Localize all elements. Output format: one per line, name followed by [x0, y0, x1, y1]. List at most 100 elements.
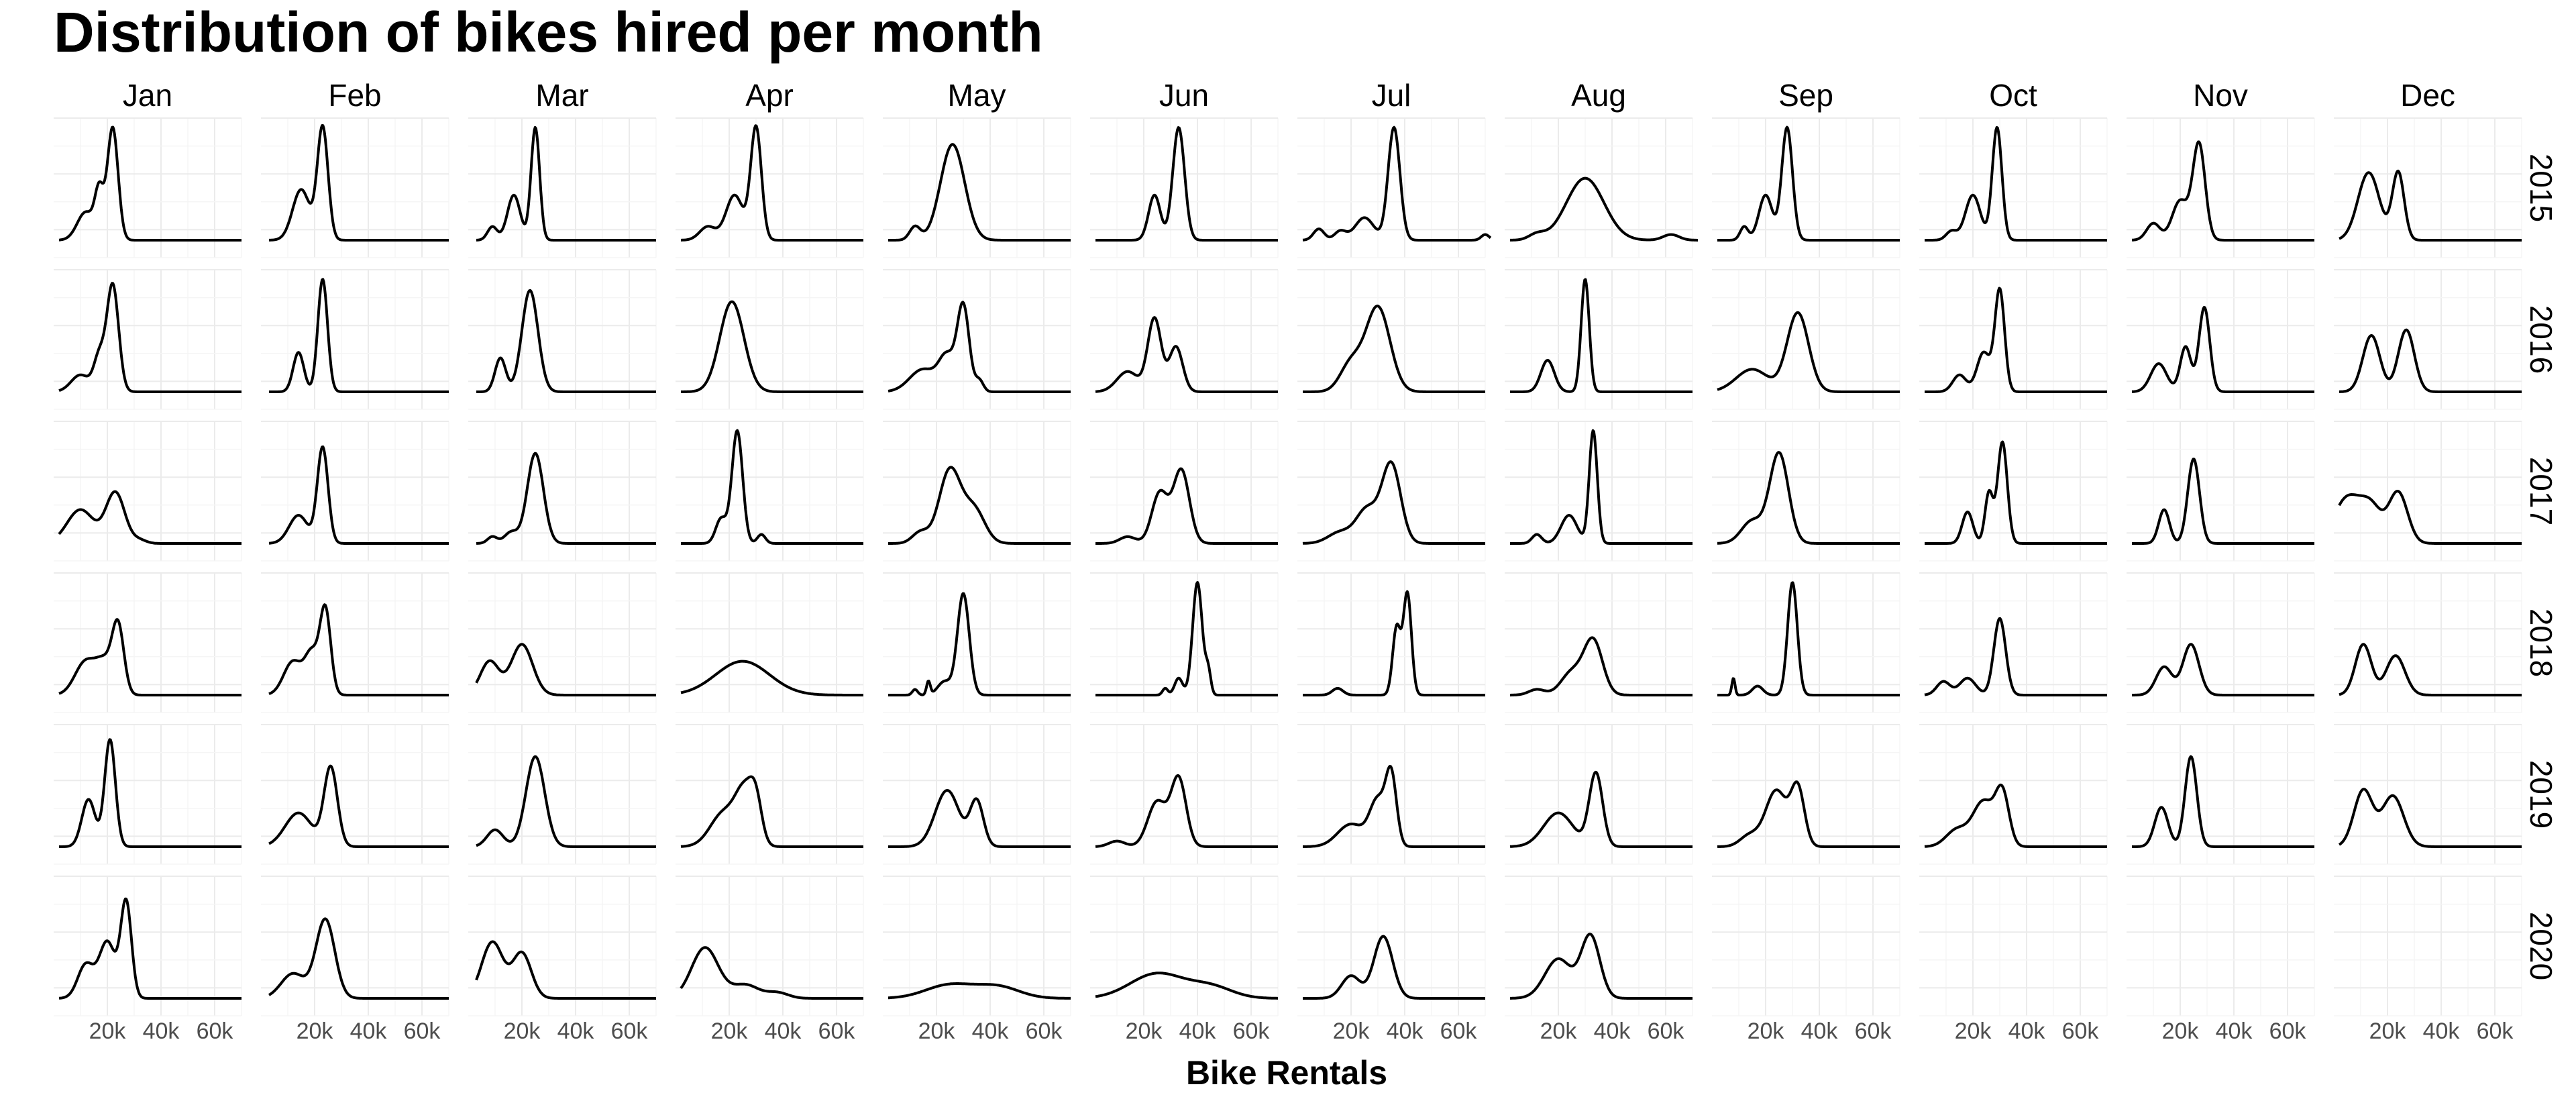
density-curve-oct-2018	[1924, 617, 2108, 696]
density-curve-dec-2015	[2339, 169, 2522, 242]
density-curves	[58, 124, 2522, 1000]
x-tick-label: 40k	[2423, 1018, 2461, 1044]
density-curve-oct-2016	[1924, 286, 2108, 393]
density-curve-jun-2019	[1095, 774, 1279, 848]
x-tick-label: 40k	[1179, 1018, 1217, 1044]
x-tick-label: 60k	[1440, 1018, 1478, 1044]
density-curve-nov-2019	[2131, 755, 2315, 848]
x-tick-label: 40k	[143, 1018, 180, 1044]
density-curve-jun-2017	[1095, 467, 1279, 545]
density-curve-jun-2016	[1095, 316, 1279, 393]
x-tick-label: 40k	[350, 1018, 388, 1044]
x-axis-title: Bike Rentals	[1186, 1054, 1387, 1092]
density-curve-may-2020	[888, 982, 1071, 1000]
chart-title: Distribution of bikes hired per month	[54, 1, 1043, 64]
x-tick-label: 60k	[1855, 1018, 1892, 1044]
density-curve-dec-2019	[2338, 788, 2522, 848]
year-label-2016: 2016	[2524, 305, 2559, 374]
density-curve-jan-2015	[58, 125, 242, 242]
density-curve-sep-2017	[1717, 451, 1900, 545]
density-curve-nov-2018	[2131, 643, 2315, 696]
month-label-dec: Dec	[2400, 78, 2455, 113]
density-curve-nov-2016	[2131, 306, 2315, 393]
density-curve-apr-2016	[680, 300, 864, 393]
density-curve-may-2015	[888, 143, 1071, 242]
density-curve-apr-2015	[680, 124, 864, 242]
density-curve-jul-2016	[1302, 305, 1486, 393]
density-curve-sep-2019	[1717, 780, 1900, 848]
density-curve-aug-2019	[1509, 770, 1693, 848]
density-curve-jul-2015	[1302, 125, 1492, 242]
density-curve-aug-2018	[1509, 636, 1693, 696]
year-label-2017: 2017	[2524, 457, 2559, 525]
x-tick-label: 60k	[197, 1018, 234, 1044]
density-curve-oct-2017	[1924, 440, 2108, 545]
density-curve-jan-2018	[58, 618, 242, 696]
month-label-apr: Apr	[745, 78, 794, 113]
x-tick-label: 40k	[557, 1018, 595, 1044]
month-label-jan: Jan	[123, 78, 172, 113]
density-curve-mar-2017	[476, 452, 657, 545]
x-tick-label: 40k	[765, 1018, 802, 1044]
density-curve-aug-2016	[1509, 278, 1693, 393]
density-curve-dec-2016	[2339, 328, 2522, 393]
density-curve-dec-2018	[2339, 643, 2522, 696]
density-curve-oct-2019	[1924, 783, 2108, 848]
x-tick-label: 60k	[611, 1018, 649, 1044]
x-tick-label: 60k	[2269, 1018, 2307, 1044]
density-curve-mar-2019	[476, 755, 657, 848]
density-curve-dec-2017	[2338, 490, 2522, 545]
density-curve-jan-2016	[58, 282, 242, 393]
month-label-feb: Feb	[328, 78, 381, 113]
density-curve-jan-2017	[58, 490, 242, 545]
density-curve-sep-2016	[1717, 311, 1900, 393]
x-tick-label: 60k	[1233, 1018, 1271, 1044]
density-curve-sep-2015	[1717, 125, 1900, 242]
month-label-oct: Oct	[1989, 78, 2037, 113]
month-label-jul: Jul	[1372, 78, 1411, 113]
month-label-mar: Mar	[535, 78, 588, 113]
x-tick-label: 20k	[1955, 1018, 1992, 1044]
x-tick-label: 20k	[297, 1018, 334, 1044]
year-label-2018: 2018	[2524, 609, 2559, 677]
x-tick-label: 20k	[89, 1018, 127, 1044]
x-tick-label: 40k	[1801, 1018, 1839, 1044]
density-curve-may-2016	[888, 301, 1071, 393]
density-curve-may-2019	[888, 789, 1071, 848]
density-curve-mar-2015	[476, 125, 657, 242]
x-tick-label: 40k	[2216, 1018, 2253, 1044]
density-curve-apr-2017	[680, 429, 864, 545]
year-label-2019: 2019	[2524, 760, 2559, 829]
density-curve-mar-2016	[476, 289, 657, 393]
density-curve-jun-2018	[1095, 581, 1279, 696]
x-tick-label: 60k	[1026, 1018, 1063, 1044]
x-tick-label: 20k	[918, 1018, 956, 1044]
density-curve-apr-2020	[680, 946, 864, 1000]
x-tick-label: 60k	[1648, 1018, 1685, 1044]
density-curve-feb-2019	[268, 764, 449, 848]
x-tick-label: 60k	[404, 1018, 441, 1044]
chart-labels: Jan Feb Mar Apr May Jun Jul Aug Sep Oct Nov Dec 2015…	[89, 78, 2559, 1092]
density-curve-jul-2017	[1302, 460, 1486, 545]
density-curve-nov-2017	[2131, 458, 2315, 545]
density-curve-aug-2017	[1509, 429, 1693, 545]
x-tick-label: 20k	[1748, 1018, 1785, 1044]
x-tick-label: 20k	[504, 1018, 541, 1044]
density-curve-jul-2018	[1302, 590, 1486, 696]
density-curve-aug-2015	[1509, 176, 1699, 242]
month-label-aug: Aug	[1571, 78, 1626, 113]
density-curve-jun-2020	[1095, 972, 1279, 1000]
density-curve-jan-2020	[58, 897, 242, 1000]
month-label-may: May	[948, 78, 1006, 113]
density-curve-may-2018	[888, 592, 1071, 696]
x-tick-label: 40k	[1594, 1018, 1631, 1044]
x-tick-label: 20k	[2369, 1018, 2407, 1044]
x-tick-label: 40k	[972, 1018, 1010, 1044]
x-tick-label: 40k	[1387, 1018, 1424, 1044]
density-curve-jun-2015	[1095, 126, 1279, 242]
x-tick-label: 40k	[2008, 1018, 2046, 1044]
grid-lines	[54, 117, 2522, 1016]
density-curve-jul-2019	[1302, 765, 1486, 848]
x-tick-label: 60k	[2477, 1018, 2514, 1044]
